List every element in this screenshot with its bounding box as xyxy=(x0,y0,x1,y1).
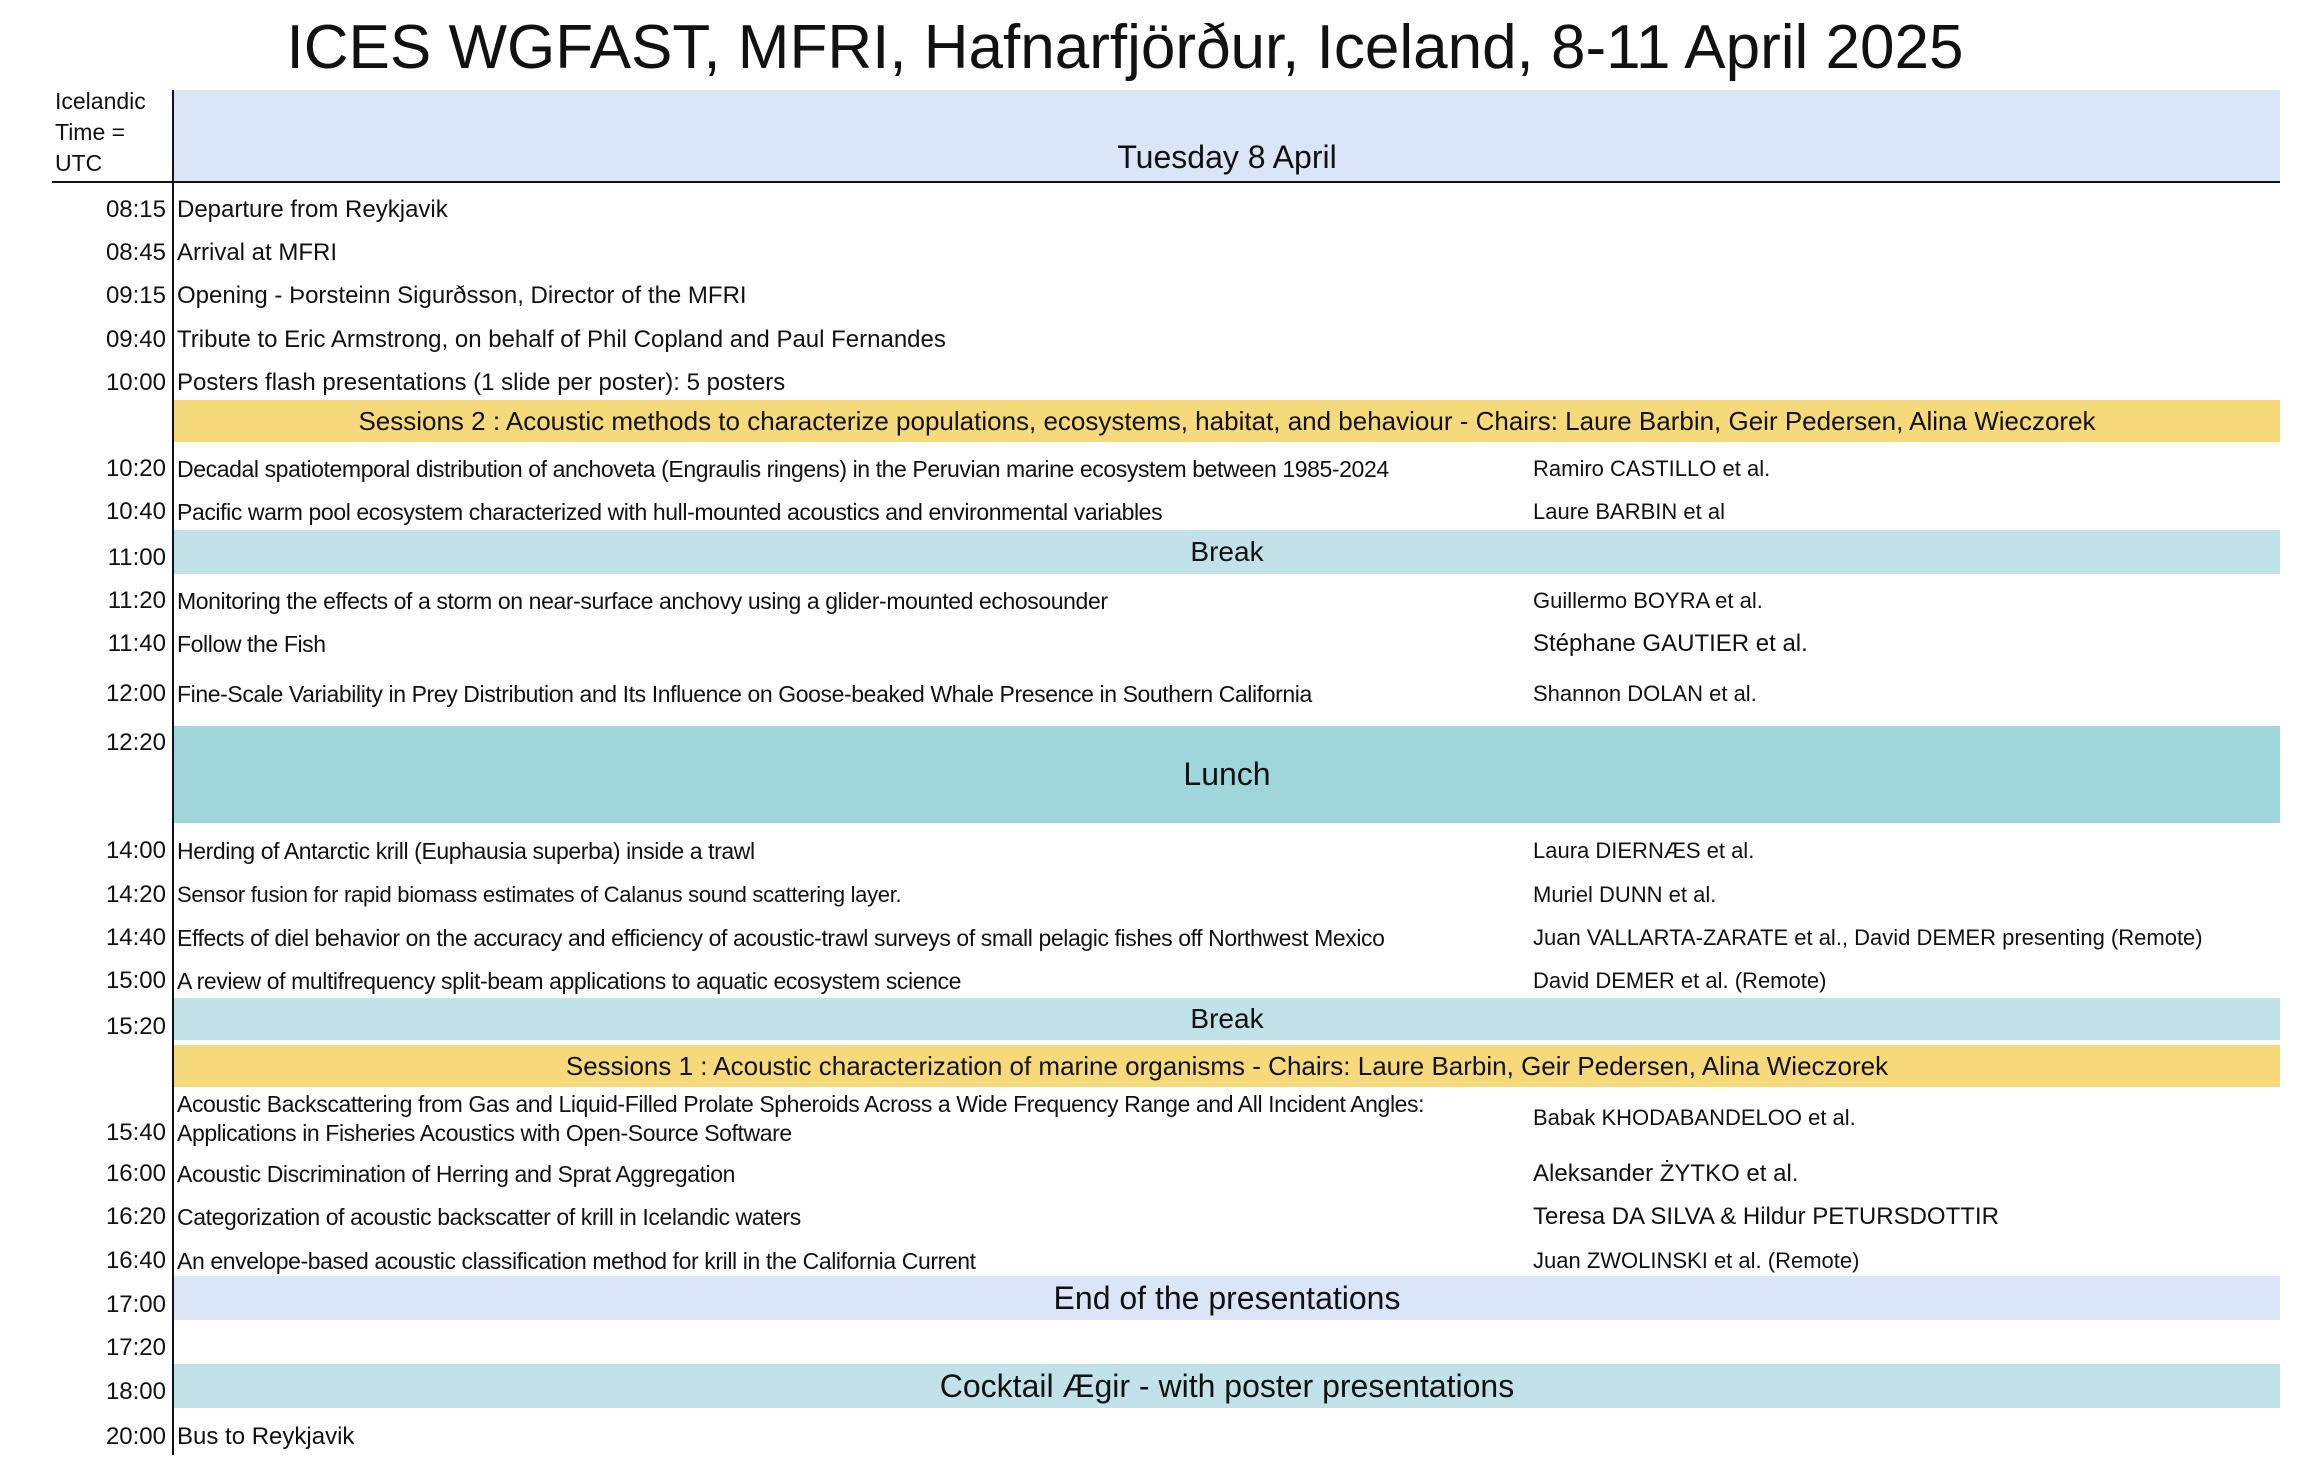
talk-title: Acoustic Backscattering from Gas and Liq… xyxy=(177,1091,1425,1146)
time-cell: 11:00 xyxy=(107,544,166,571)
talk-title: Categorization of acoustic backscatter o… xyxy=(177,1204,801,1230)
time-cell: 08:15 xyxy=(105,196,166,223)
time-cell: 15:20 xyxy=(105,1013,166,1040)
talk-author: Shannon DOLAN et al. xyxy=(1533,681,1757,706)
talk-author: Juan VALLARTA-ZARATE et al., David DEMER… xyxy=(1533,925,2203,950)
time-cell: 10:40 xyxy=(105,498,166,525)
time-cell: 16:20 xyxy=(105,1203,166,1230)
talk-title: Decadal spatiotemporal distribution of a… xyxy=(177,456,1389,482)
break-band: Break xyxy=(174,998,2280,1040)
header-divider xyxy=(52,181,2280,183)
time-cell: 08:45 xyxy=(105,239,166,266)
talk-title: Effects of diel behavior on the accuracy… xyxy=(177,925,1385,951)
end-presentations-band: End of the presentations xyxy=(174,1276,2280,1320)
time-cell: 14:40 xyxy=(105,924,166,951)
time-cell: 09:15 xyxy=(105,282,166,309)
time-cell: 17:20 xyxy=(105,1334,166,1361)
time-cell: 15:40 xyxy=(105,1119,166,1146)
time-cell: 14:20 xyxy=(105,881,166,908)
time-zone-label-line: UTC xyxy=(55,150,103,176)
time-cell: 10:20 xyxy=(105,455,166,482)
time-cell: 10:00 xyxy=(105,369,166,396)
time-cell: 20:00 xyxy=(105,1423,166,1450)
item-cell: Bus to Reykjavik xyxy=(177,1423,355,1450)
day-label: Tuesday 8 April xyxy=(1117,139,1337,175)
time-cell: 17:00 xyxy=(105,1291,166,1318)
time-zone-label-line: Time = xyxy=(55,119,126,145)
time-cell: 14:00 xyxy=(105,837,166,864)
talk-title: Monitoring the effects of a storm on nea… xyxy=(177,588,1108,614)
talk-author: Juan ZWOLINSKI et al. (Remote) xyxy=(1533,1248,1860,1273)
talk-title: An envelope-based acoustic classificatio… xyxy=(177,1248,976,1274)
item-cell: Departure from Reykjavik xyxy=(177,196,448,223)
time-column-divider xyxy=(172,90,174,1455)
talk-author: David DEMER et al. (Remote) xyxy=(1533,968,1827,993)
talk-title: A review of multifrequency split-beam ap… xyxy=(177,968,962,994)
break-band: Break xyxy=(174,530,2280,574)
time-cell: 12:00 xyxy=(105,680,166,707)
talk-author: Guillermo BOYRA et al. xyxy=(1533,588,1763,613)
talk-author: Stéphane GAUTIER et al. xyxy=(1533,630,1808,657)
item-cell: Tribute to Eric Armstrong, on behalf of … xyxy=(177,326,946,353)
cocktail-band: Cocktail Ægir - with poster presentation… xyxy=(174,1364,2280,1408)
session-header: Sessions 2 : Acoustic methods to charact… xyxy=(174,400,2280,442)
talk-author: Ramiro CASTILLO et al. xyxy=(1533,456,1771,481)
time-cell: 11:40 xyxy=(107,630,166,657)
time-cell: 11:20 xyxy=(107,587,166,614)
time-zone-label-line: Icelandic xyxy=(55,88,146,114)
lunch-band: Lunch xyxy=(174,726,2280,823)
time-cell: 15:00 xyxy=(105,967,166,994)
talk-author: Babak KHODABANDELOO et al. xyxy=(1533,1105,1856,1130)
session-header: Sessions 1 : Acoustic characterization o… xyxy=(174,1045,2280,1087)
time-cell: 12:20 xyxy=(105,729,166,756)
item-cell: Opening - Þorsteinn Sigurðsson, Director… xyxy=(177,282,747,309)
talk-author: Muriel DUNN et al. xyxy=(1533,882,1717,907)
day-header: Tuesday 8 April xyxy=(174,90,2280,181)
talk-title: Fine-Scale Variability in Prey Distribut… xyxy=(177,681,1312,707)
time-cell: 16:40 xyxy=(105,1247,166,1274)
time-cell: 18:00 xyxy=(105,1378,166,1405)
item-cell: Posters flash presentations (1 slide per… xyxy=(177,369,786,396)
page-title: ICES WGFAST, MFRI, Hafnarfjörður, Icelan… xyxy=(286,13,1964,82)
talk-author: Aleksander ŻYTKO et al. xyxy=(1533,1160,1799,1187)
talk-title: Herding of Antarctic krill (Euphausia su… xyxy=(177,838,755,864)
talk-author: Laure BARBIN et al xyxy=(1533,499,1725,524)
talk-author: Teresa DA SILVA & Hildur PETURSDOTTIR xyxy=(1533,1203,1999,1230)
talk-title: Acoustic Discrimination of Herring and S… xyxy=(177,1161,736,1187)
time-cell: 16:00 xyxy=(105,1160,166,1187)
talk-title: Follow the Fish xyxy=(177,631,326,657)
talk-author: Laura DIERNÆS et al. xyxy=(1533,838,1755,863)
item-cell: Arrival at MFRI xyxy=(177,239,338,266)
talk-title: Pacific warm pool ecosystem characterize… xyxy=(177,499,1163,525)
time-zone-label: Icelandic Time = UTC xyxy=(55,86,167,179)
talk-title: Sensor fusion for rapid biomass estimate… xyxy=(177,882,902,907)
time-cell: 09:40 xyxy=(105,326,166,353)
